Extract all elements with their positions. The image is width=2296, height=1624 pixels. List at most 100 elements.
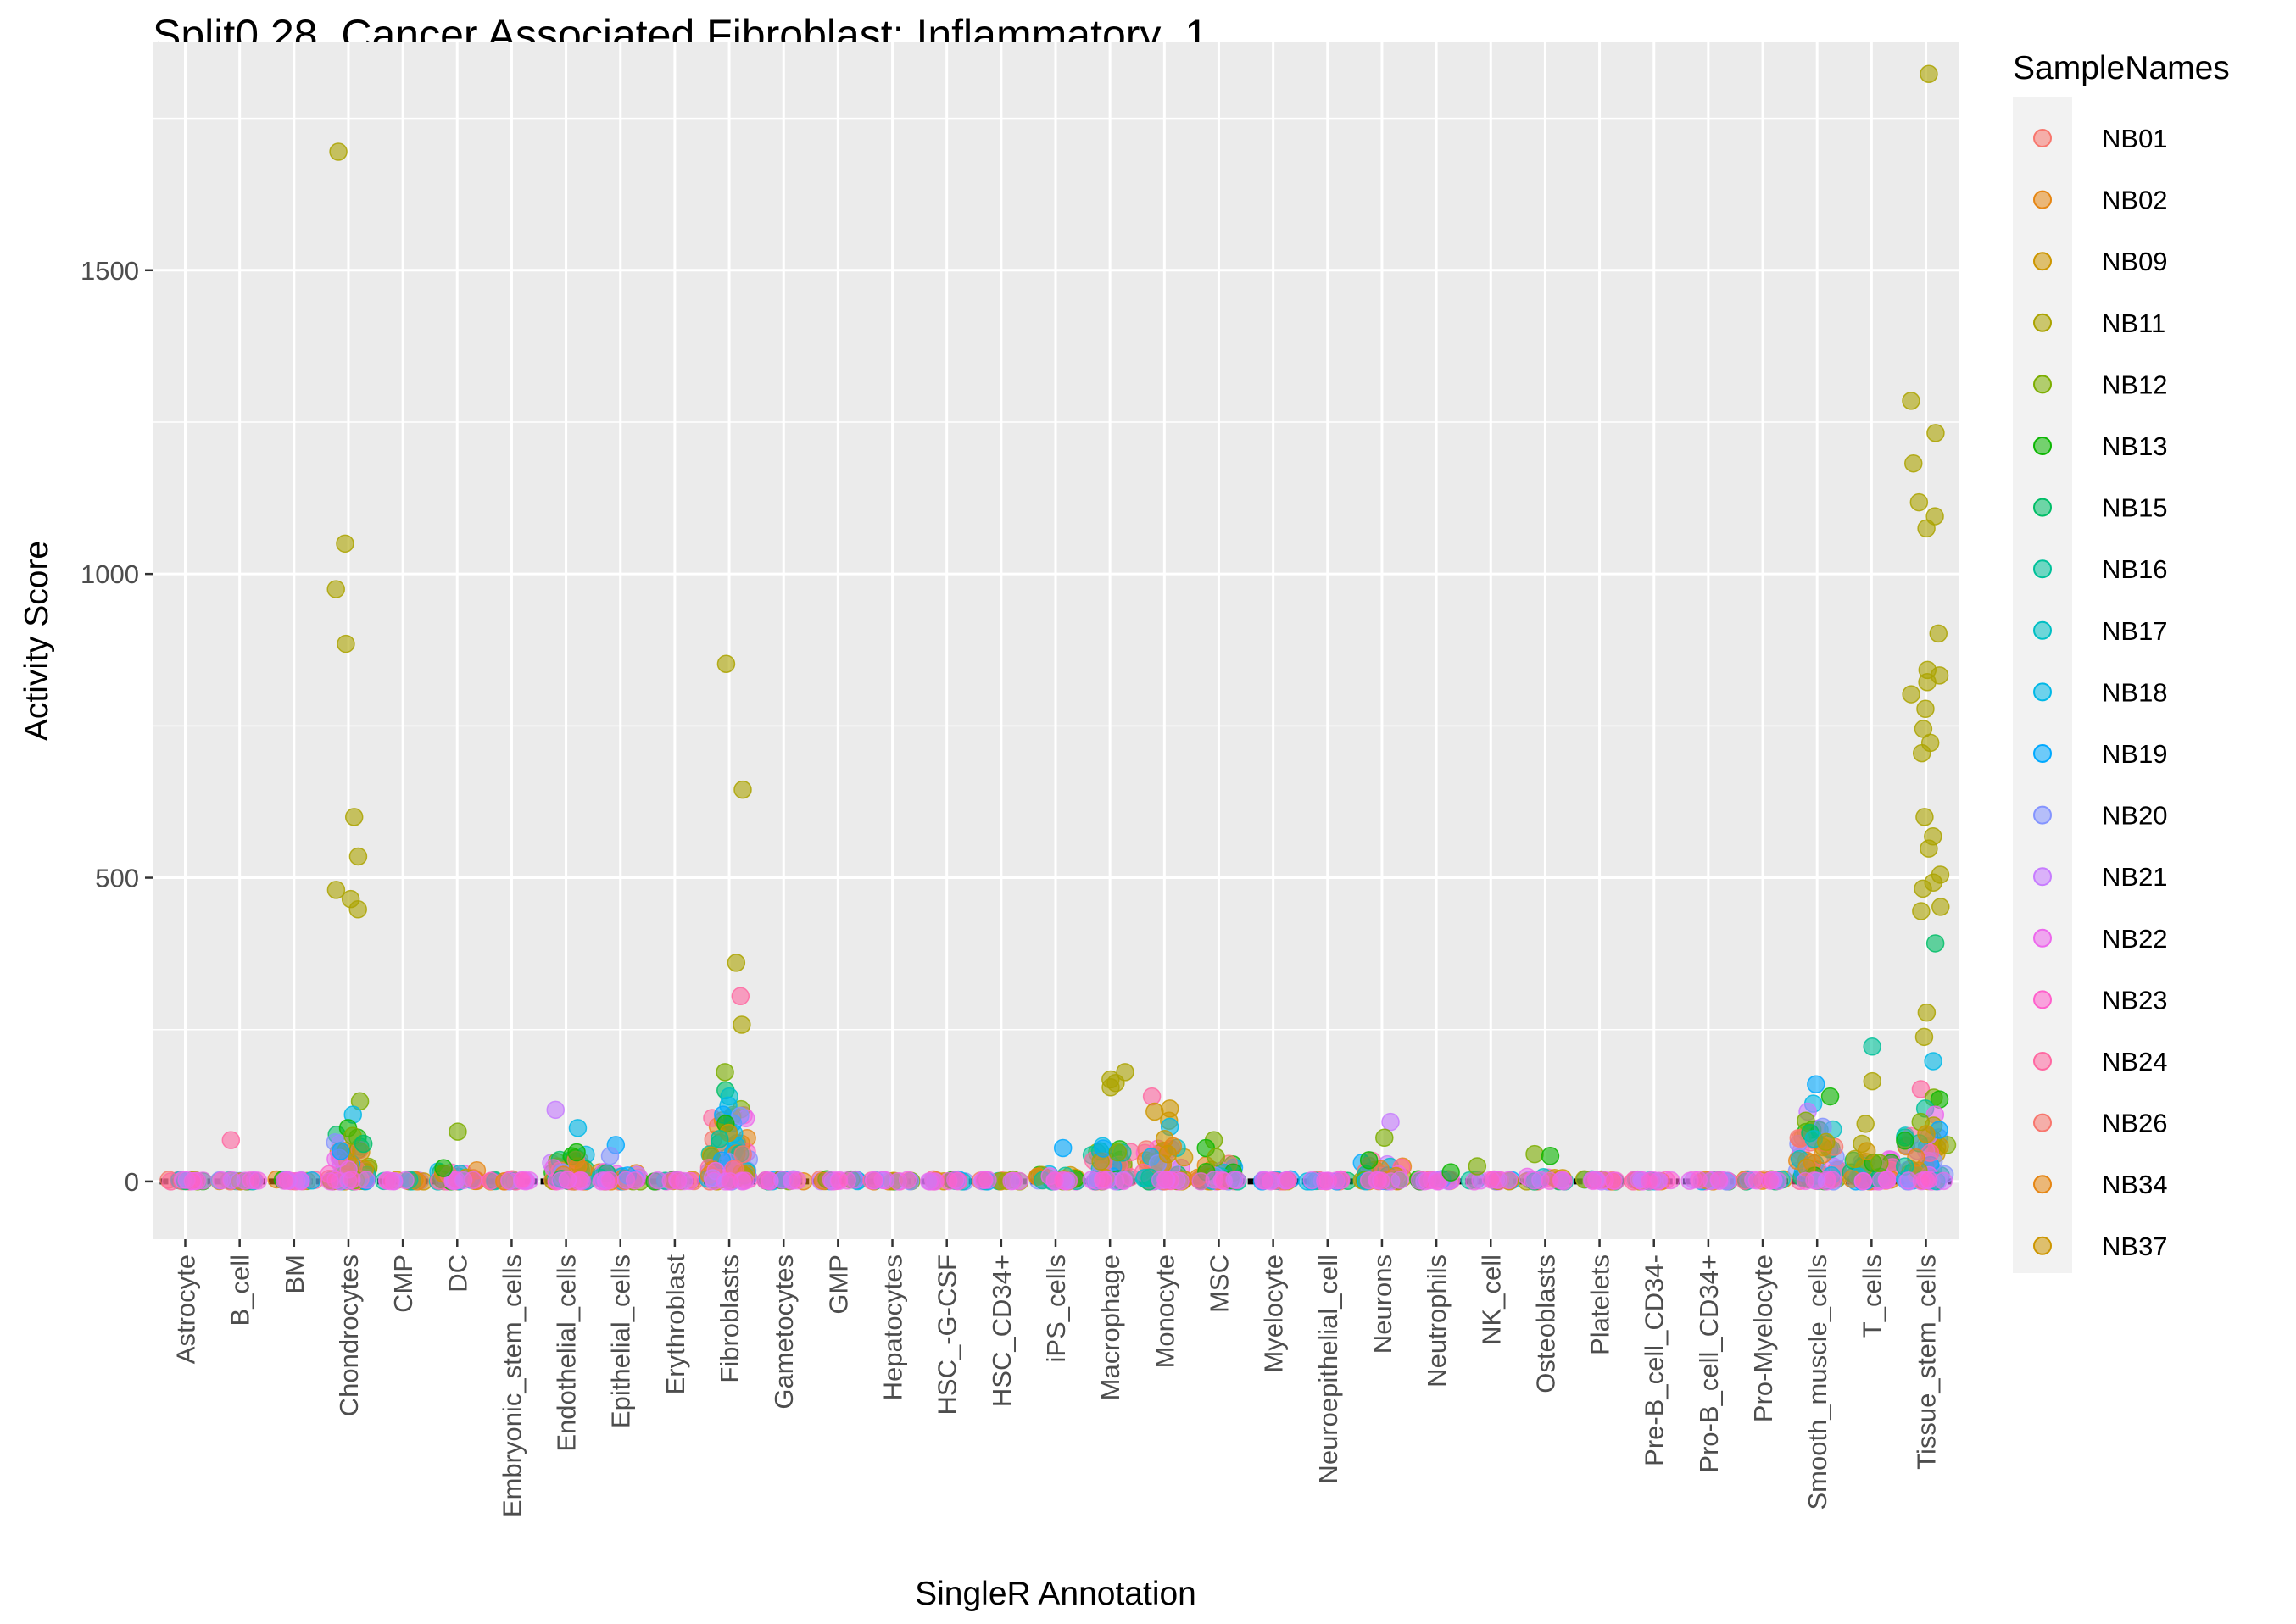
y-tick-label: 1000 bbox=[81, 559, 139, 589]
legend-key bbox=[2033, 190, 2052, 209]
x-tick-label: Macrophage bbox=[1095, 1254, 1125, 1400]
data-point bbox=[710, 1129, 729, 1148]
data-point bbox=[1920, 1171, 1938, 1189]
data-point bbox=[1381, 1112, 1400, 1132]
data-point bbox=[1817, 1132, 1836, 1152]
data-point bbox=[326, 881, 346, 899]
x-tick-label: Embryonic_stem_cells bbox=[497, 1254, 527, 1517]
x-tick-label: Smooth_muscle_cells bbox=[1803, 1254, 1832, 1510]
data-point bbox=[1902, 685, 1920, 704]
x-tick-label: Endothelial_cells bbox=[552, 1254, 582, 1452]
x-axis-label: SingleR Annotation bbox=[915, 1576, 1196, 1612]
legend-label: NB37 bbox=[2102, 1232, 2168, 1261]
data-point bbox=[329, 142, 348, 161]
data-point bbox=[733, 780, 752, 799]
data-point bbox=[1002, 1171, 1021, 1191]
x-tick-label: BM bbox=[280, 1254, 309, 1294]
legend-label: NB21 bbox=[2102, 862, 2168, 892]
y-tick-label: 1500 bbox=[81, 256, 139, 286]
data-point bbox=[331, 1142, 350, 1160]
data-point bbox=[1914, 879, 1932, 898]
legend: SampleNames NB01 NB02 NB09 NB11 NB12 NB13 NB15… bbox=[2013, 50, 2230, 1273]
data-point bbox=[326, 580, 345, 598]
data-point bbox=[1441, 1163, 1460, 1182]
x-tick-label: NK_cell bbox=[1476, 1254, 1506, 1345]
legend-key bbox=[2033, 620, 2052, 640]
data-point bbox=[343, 1171, 361, 1189]
data-point bbox=[1917, 1125, 1936, 1143]
data-point bbox=[1156, 1171, 1175, 1189]
data-point bbox=[1524, 1171, 1544, 1190]
x-tick-label: GMP bbox=[823, 1254, 853, 1315]
x-tick-label: Myelocyte bbox=[1259, 1254, 1289, 1373]
x-tick-label: iPS_cells bbox=[1041, 1254, 1071, 1363]
legend-label: NB19 bbox=[2102, 739, 2168, 769]
data-point bbox=[731, 987, 750, 1006]
y-axis-label: Activity Score bbox=[19, 541, 55, 741]
x-tick-label: MSC bbox=[1204, 1254, 1234, 1313]
legend-key bbox=[2033, 682, 2052, 702]
data-point bbox=[449, 1122, 467, 1141]
data-point bbox=[1870, 1154, 1889, 1173]
legend-title: SampleNames bbox=[2013, 50, 2230, 86]
data-point bbox=[1856, 1115, 1875, 1133]
data-point bbox=[727, 954, 746, 972]
x-tick-label: Osteoblasts bbox=[1530, 1254, 1560, 1393]
legend-label: NB12 bbox=[2102, 370, 2168, 399]
x-tick-label: HSC_-G-CSF bbox=[933, 1254, 962, 1415]
data-point bbox=[919, 1172, 939, 1191]
data-point bbox=[1912, 902, 1931, 920]
x-tick-label: CMP bbox=[388, 1254, 418, 1313]
data-point bbox=[898, 1171, 917, 1189]
x-tick-label: Erythroblast bbox=[660, 1254, 690, 1395]
data-point bbox=[1225, 1171, 1244, 1189]
legend-key bbox=[2033, 252, 2052, 271]
data-point bbox=[865, 1171, 883, 1190]
data-point bbox=[1853, 1171, 1873, 1191]
data-point bbox=[1916, 699, 1935, 719]
x-tick-label: Neurons bbox=[1368, 1254, 1397, 1354]
data-point bbox=[1926, 424, 1945, 442]
legend-key bbox=[2033, 990, 2052, 1009]
data-point bbox=[1541, 1147, 1560, 1165]
data-point bbox=[974, 1171, 993, 1190]
data-point bbox=[337, 634, 355, 653]
data-point bbox=[513, 1171, 532, 1189]
legend-label: NB16 bbox=[2102, 554, 2168, 584]
legend-label: NB01 bbox=[2102, 124, 2168, 153]
data-point bbox=[1372, 1171, 1390, 1190]
y-axis: 0 500 1000 1500 bbox=[81, 256, 153, 1197]
data-point bbox=[1256, 1171, 1274, 1190]
x-tick-label: Epithelial_cells bbox=[606, 1254, 636, 1428]
data-point bbox=[558, 1171, 577, 1189]
data-point bbox=[1917, 1003, 1937, 1022]
data-point bbox=[669, 1171, 688, 1190]
legend-label: NB02 bbox=[2102, 186, 2168, 215]
data-point bbox=[1428, 1172, 1447, 1191]
legend-key bbox=[2033, 375, 2052, 394]
data-point bbox=[838, 1171, 856, 1190]
data-point bbox=[1929, 624, 1948, 643]
data-point bbox=[788, 1171, 807, 1190]
legend-key bbox=[2033, 437, 2052, 455]
data-point bbox=[546, 1100, 565, 1120]
y-tick-label: 0 bbox=[125, 1167, 139, 1197]
data-point bbox=[1142, 1087, 1162, 1106]
legend-label: NB17 bbox=[2102, 616, 2168, 646]
data-point bbox=[1482, 1171, 1501, 1189]
data-point bbox=[464, 1171, 482, 1190]
data-point bbox=[1375, 1128, 1394, 1148]
x-tick-label: Hepatocytes bbox=[878, 1254, 908, 1400]
data-point bbox=[382, 1171, 400, 1191]
data-point bbox=[1925, 934, 1945, 953]
data-point bbox=[946, 1171, 965, 1189]
data-point bbox=[1689, 1171, 1708, 1189]
legend-label: NB22 bbox=[2102, 924, 2168, 954]
legend-label: NB18 bbox=[2102, 677, 2168, 707]
data-point bbox=[600, 1171, 619, 1190]
data-point bbox=[1863, 1071, 1882, 1091]
x-tick-label: Pre-B_cell_CD34- bbox=[1640, 1254, 1669, 1466]
data-point bbox=[1914, 1027, 1934, 1047]
data-point bbox=[1709, 1171, 1729, 1189]
data-point bbox=[348, 847, 368, 866]
